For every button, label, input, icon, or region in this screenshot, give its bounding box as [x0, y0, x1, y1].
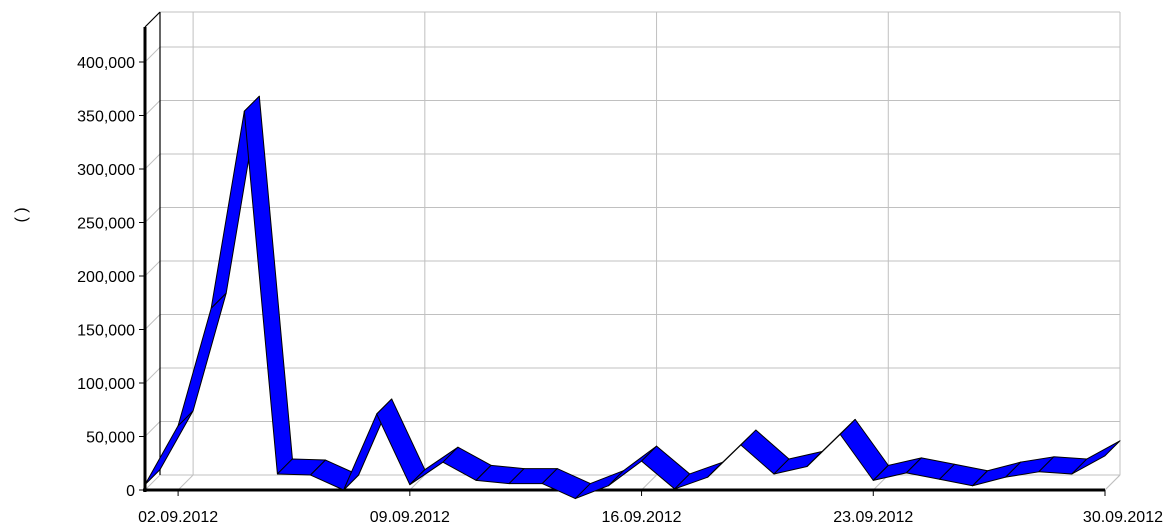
y-tick-label: 100,000	[77, 376, 135, 393]
gridline-wall	[144, 207, 161, 223]
y-tick-label: 350,000	[77, 109, 135, 126]
y-tick-label: 50,000	[86, 430, 135, 447]
gridline-wall	[144, 474, 161, 491]
x-tick-label: 16.09.2012	[602, 509, 682, 526]
gridline-wall	[144, 100, 161, 116]
gridline-wall	[144, 260, 161, 277]
y-axis-label: ( )	[13, 207, 30, 222]
y-tick-labels: 0 50,000 100,000 150,000 200,000 250,000 300,0…	[77, 55, 145, 500]
x-tick-label: 23.09.2012	[833, 509, 913, 526]
x-tick-label: 02.09.2012	[138, 509, 218, 526]
x-tick-label: 09.09.2012	[370, 509, 450, 526]
ribbon-segment	[1071, 440, 1121, 475]
gridline-wall	[144, 314, 161, 330]
series-ribbon	[144, 95, 1121, 500]
grid	[144, 11, 1121, 491]
axes	[143, 11, 1105, 492]
y-tick-label: 150,000	[77, 323, 135, 340]
left-wall-top	[144, 11, 161, 28]
gridline-wall	[144, 153, 161, 170]
floor-right-edge	[1104, 474, 1121, 491]
ribbon-segment	[177, 292, 227, 427]
y-tick-label: 200,000	[77, 269, 135, 286]
gridline-wall	[144, 421, 161, 437]
ribbon-segment	[243, 95, 293, 475]
x-tick-labels: 02.09.2012 09.09.2012 16.09.2012 23.09.2012…	[138, 490, 1163, 526]
y-tick-label: 400,000	[77, 55, 135, 72]
gridline-floor	[641, 474, 657, 491]
y-tick-label: 0	[126, 483, 135, 500]
gridline-floor	[177, 474, 194, 491]
ribbon-segment	[839, 418, 889, 481]
ribbon-segment	[376, 398, 426, 486]
gridline-floor	[409, 474, 426, 491]
x-tick-label: 30.09.2012	[1083, 509, 1163, 526]
y-tick-label: 300,000	[77, 162, 135, 179]
y-tick-label: 250,000	[77, 216, 135, 233]
gridline-wall	[144, 46, 161, 63]
gridline-wall	[144, 367, 161, 384]
